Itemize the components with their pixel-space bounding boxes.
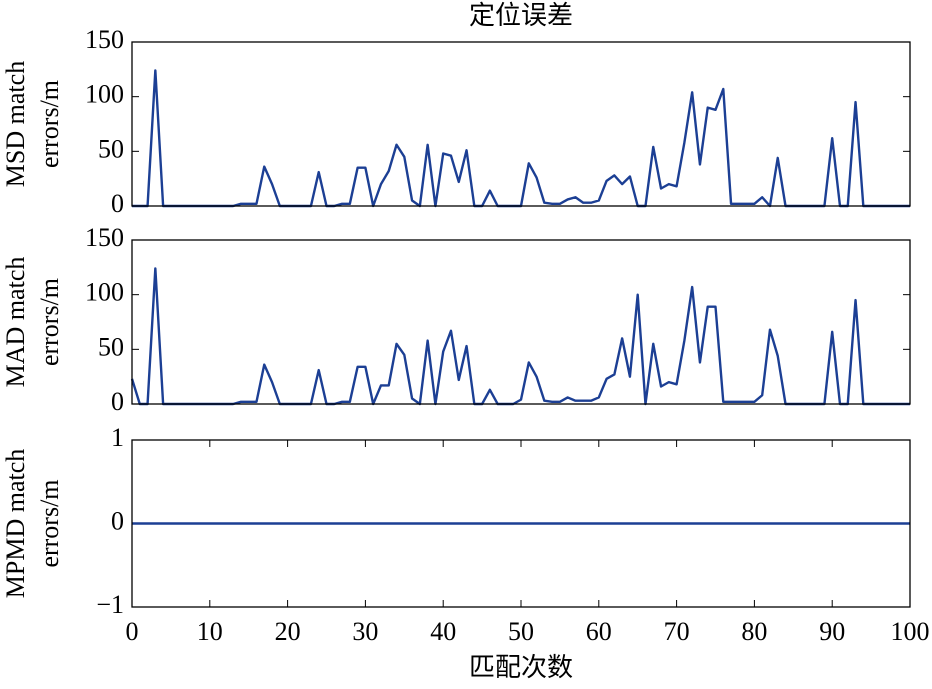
x-tick-label: 90 xyxy=(819,617,845,646)
x-tick-label: 20 xyxy=(275,617,301,646)
x-tick-label: 60 xyxy=(586,617,612,646)
y-axis-label: MSD match xyxy=(1,61,30,187)
y-tick-label: 100 xyxy=(85,278,124,307)
x-tick-label: 70 xyxy=(664,617,690,646)
y-tick-label: 0 xyxy=(111,189,124,218)
y-tick-label: 50 xyxy=(98,332,124,361)
y-axis-label: MPMD match xyxy=(1,449,30,599)
x-tick-label: 40 xyxy=(430,617,456,646)
y-tick-label: 150 xyxy=(85,223,124,252)
y-axis-label: errors/m xyxy=(35,80,64,168)
plot-frame xyxy=(131,439,911,608)
y-tick-label: 50 xyxy=(98,134,124,163)
x-tick-label: 50 xyxy=(508,617,534,646)
x-tick-label: 10 xyxy=(197,617,223,646)
data-line xyxy=(130,267,910,406)
chart-title: 定位误差 xyxy=(469,1,573,30)
y-tick-label: 0 xyxy=(111,387,124,416)
data-line xyxy=(132,69,910,208)
x-tick-label: 80 xyxy=(741,617,767,646)
plot-frame xyxy=(131,41,911,207)
plot-frame xyxy=(131,239,911,405)
y-axis-label: errors/m xyxy=(35,479,64,567)
y-tick-label: 0 xyxy=(111,506,124,535)
y-tick-label: 1 xyxy=(111,423,124,452)
y-axis-label: errors/m xyxy=(35,278,64,366)
x-axis-label: 匹配次数 xyxy=(469,653,573,682)
y-tick-label: 150 xyxy=(85,25,124,54)
x-tick-label: 0 xyxy=(126,617,139,646)
x-tick-label: 30 xyxy=(352,617,378,646)
y-axis-label: MAD match xyxy=(1,257,30,388)
y-tick-label: 100 xyxy=(85,80,124,109)
x-tick-label: 100 xyxy=(891,617,930,646)
y-tick-label: −1 xyxy=(96,590,124,619)
